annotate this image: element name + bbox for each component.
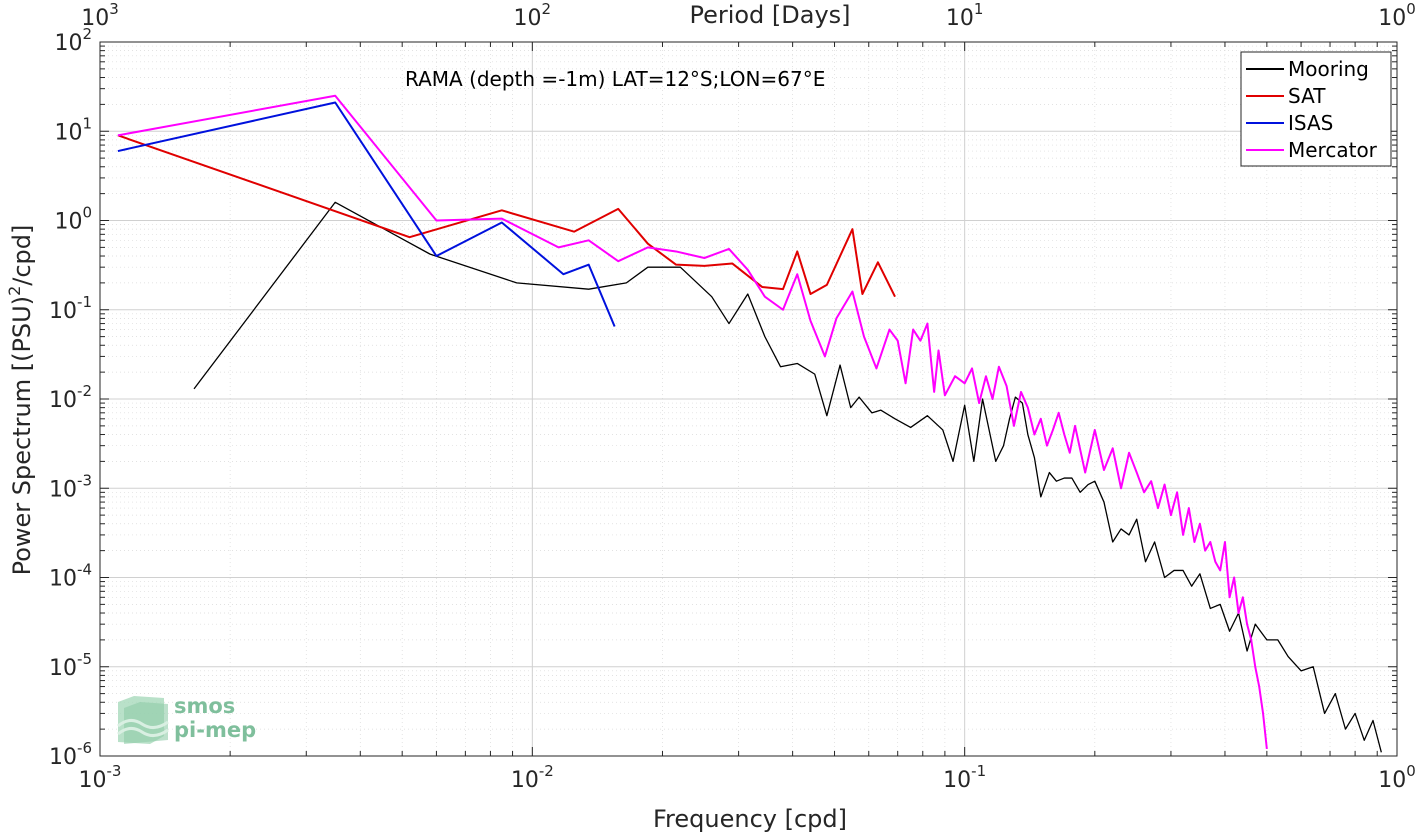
y-axis-title: Power Spectrum [(PSU)2/cpd] <box>5 225 36 576</box>
x-tick-exponent: -3 <box>107 762 122 780</box>
x-tick-base: 10 <box>943 768 971 793</box>
y-tick-base: 10 <box>49 567 77 592</box>
top-tick-base: 10 <box>514 6 542 31</box>
logo-icon <box>117 696 169 744</box>
y-tick-label: 10-5 <box>49 650 92 681</box>
x-tick-base: 10 <box>1378 768 1406 793</box>
y-tick-base: 10 <box>54 210 82 235</box>
y-tick-exponent: 0 <box>82 204 92 222</box>
legend: Mooring SAT ISAS Mercator <box>1240 51 1392 167</box>
y-tick-exponent: -2 <box>77 382 92 400</box>
y-tick-exponent: 2 <box>82 25 92 43</box>
x-tick-base: 10 <box>79 768 107 793</box>
top-tick-label: 102 <box>514 0 552 31</box>
y-tick-exponent: -4 <box>77 561 92 579</box>
y-tick-label: 10-4 <box>49 561 92 592</box>
y-tick-exponent: -6 <box>77 739 92 757</box>
y-tick-base: 10 <box>54 31 82 56</box>
y-tick-exponent: -1 <box>77 293 92 311</box>
y-tick-label: 101 <box>54 114 92 145</box>
y-tick-exponent: -3 <box>77 471 92 489</box>
y-axis-title-main: Power Spectrum [(PSU) <box>8 296 36 575</box>
x-tick-exponent: -1 <box>971 762 986 780</box>
x-tick-label: 100 <box>1378 762 1416 793</box>
top-tick-exponent: 2 <box>542 0 552 18</box>
y-tick-base: 10 <box>54 120 82 145</box>
y-tick-label: 100 <box>54 204 92 235</box>
top-tick-base: 10 <box>946 6 974 31</box>
annotation-text: RAMA (depth =-1m) LAT=12°S;LON=67°E <box>405 67 825 91</box>
series-line-mercator <box>117 94 1268 750</box>
series-line-sat <box>117 134 896 298</box>
top-tick-base: 10 <box>1378 6 1406 31</box>
series-layer <box>117 94 1382 753</box>
top-tick-exponent: 3 <box>109 0 119 18</box>
x-tick-base: 10 <box>511 768 539 793</box>
y-tick-base: 10 <box>49 477 77 502</box>
top-tick-label: 103 <box>81 0 119 31</box>
y-tick-base: 10 <box>49 388 77 413</box>
x-tick-label: 10-3 <box>79 762 122 793</box>
x-tick-exponent: -2 <box>539 762 554 780</box>
top-axis-title: Period [Days] <box>689 1 850 29</box>
y-tick-exponent: -5 <box>77 650 92 668</box>
y-tick-base: 10 <box>49 745 77 770</box>
series-line-isas <box>117 101 616 327</box>
y-tick-label: 10-2 <box>49 382 92 413</box>
series-line-mooring <box>193 201 1382 753</box>
top-tick-exponent: 0 <box>1406 0 1416 18</box>
top-tick-base: 10 <box>81 6 109 31</box>
y-tick-base: 10 <box>49 299 77 324</box>
y-tick-label: 10-1 <box>49 293 92 324</box>
smos-pi-mep-logo: smos pi-mep <box>117 694 256 744</box>
logo-line1: smos <box>174 694 235 718</box>
top-tick-label: 101 <box>946 0 984 31</box>
logo-line2: pi-mep <box>174 718 256 742</box>
y-tick-label: 10-3 <box>49 471 92 502</box>
legend-label-sat: SAT <box>1288 84 1326 108</box>
top-tick-label: 100 <box>1378 0 1416 31</box>
y-axis-title-sup: 2 <box>5 286 24 296</box>
axis-ticks <box>99 41 1398 757</box>
y-axis-title-tail: /cpd] <box>8 225 36 286</box>
y-tick-exponent: 1 <box>82 114 92 132</box>
legend-label-mercator: Mercator <box>1288 138 1378 162</box>
y-tick-label: 10-6 <box>49 739 92 770</box>
x-tick-label: 10-2 <box>511 762 554 793</box>
y-tick-label: 102 <box>54 25 92 56</box>
y-tick-base: 10 <box>49 656 77 681</box>
x-axis-title: Frequency [cpd] <box>653 805 847 833</box>
x-tick-exponent: 0 <box>1406 762 1416 780</box>
legend-label-mooring: Mooring <box>1288 57 1369 81</box>
legend-box <box>1240 51 1392 167</box>
top-tick-exponent: 1 <box>974 0 984 18</box>
legend-label-isas: ISAS <box>1288 111 1333 135</box>
x-tick-label: 10-1 <box>943 762 986 793</box>
